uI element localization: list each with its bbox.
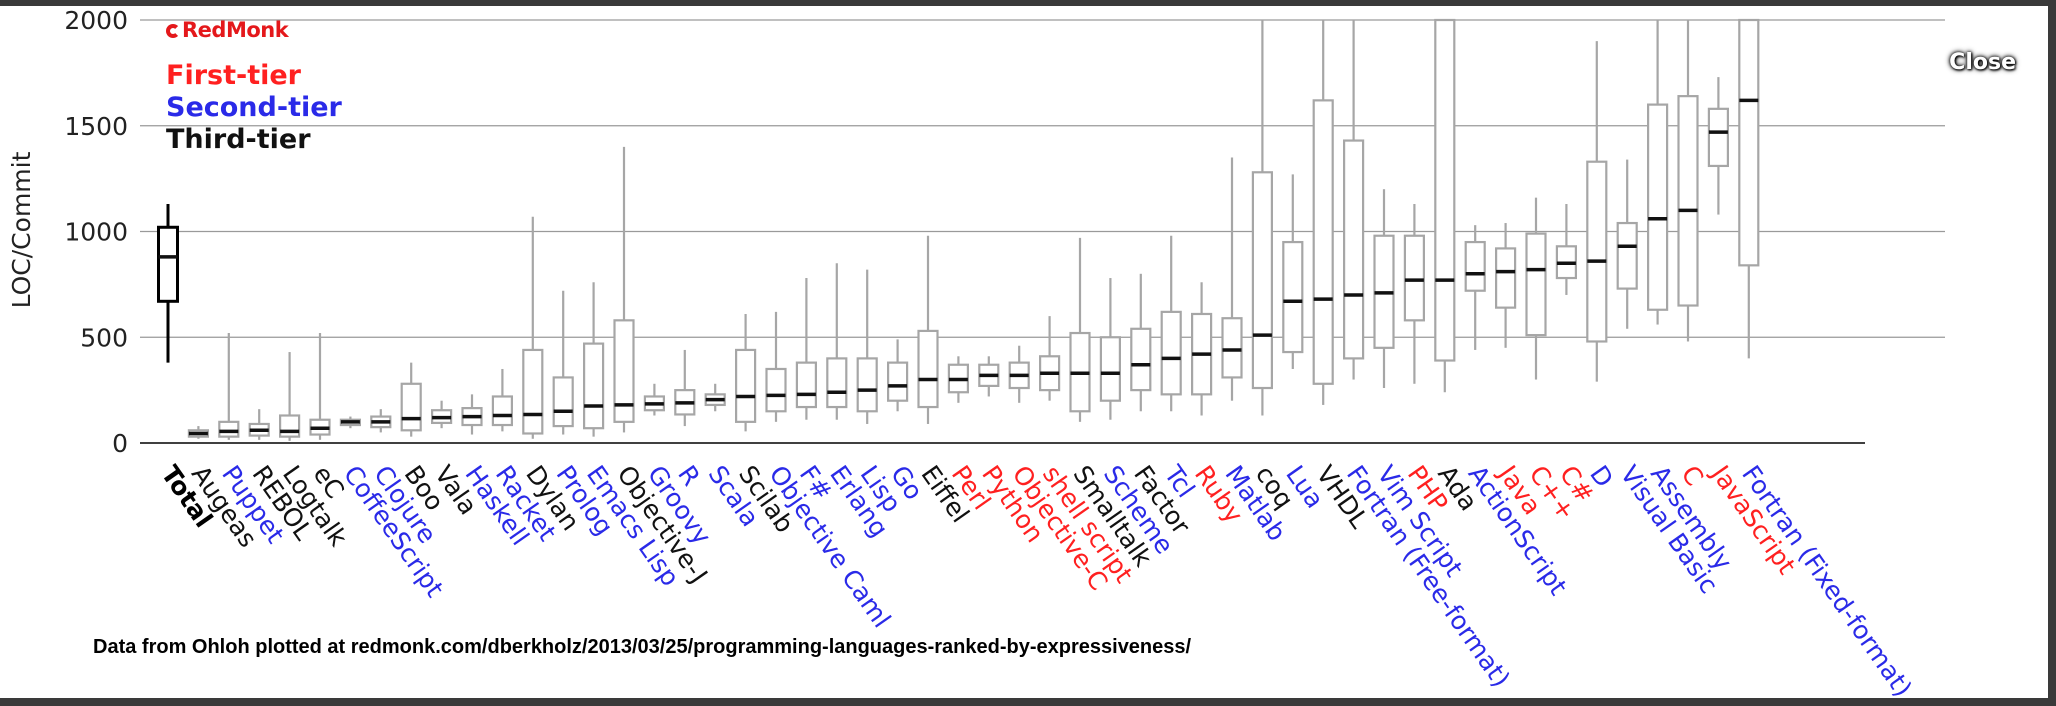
- y-tick-label: 2000: [64, 6, 128, 35]
- box: [522, 348, 544, 435]
- box: [1586, 160, 1608, 343]
- box: [1616, 221, 1638, 290]
- box: [1221, 317, 1243, 379]
- y-tick-label: 1500: [64, 112, 128, 141]
- box: [1738, 18, 1760, 267]
- box: [1160, 310, 1182, 396]
- box: [582, 342, 605, 430]
- box: [1282, 240, 1304, 354]
- box: [795, 361, 818, 409]
- x-tick-label: Fortran (Fixed-format): [1736, 460, 1917, 702]
- box: [613, 319, 635, 423]
- box: [1403, 234, 1426, 322]
- box: [491, 395, 513, 427]
- box: [917, 329, 939, 409]
- y-tick-label: 0: [112, 429, 128, 458]
- y-axis-label: LOC/Commit: [7, 151, 36, 308]
- box: [1525, 232, 1547, 337]
- box: [1707, 107, 1730, 168]
- box: [218, 420, 240, 438]
- redmonk-logo-mark: [166, 24, 180, 38]
- box: [1677, 95, 1699, 307]
- overlay-right-edge: [2048, 0, 2056, 706]
- box: [1464, 240, 1486, 292]
- box: [1312, 99, 1334, 385]
- box: [1099, 336, 1122, 402]
- y-tick-label: 500: [80, 323, 128, 352]
- box: [400, 382, 422, 432]
- legend-first-tier: First-tier: [166, 60, 301, 91]
- y-tick-label: 1000: [64, 218, 128, 247]
- box: [1434, 18, 1456, 362]
- close-button[interactable]: Close: [1949, 50, 2016, 75]
- box: [886, 361, 909, 402]
- overlay-bottom-edge: [0, 698, 2056, 706]
- redmonk-logo: RedMonk: [166, 18, 289, 42]
- legend-second-tier: Second-tier: [166, 92, 342, 123]
- box: [734, 348, 757, 423]
- overlay-top-edge: [0, 0, 2056, 6]
- box: [1342, 139, 1365, 360]
- box: [765, 367, 787, 413]
- box: [1251, 171, 1274, 390]
- box: [1130, 327, 1152, 392]
- box: [856, 357, 878, 413]
- box: [826, 357, 848, 409]
- box: [1494, 247, 1517, 309]
- box: [157, 225, 179, 303]
- box: [552, 376, 574, 428]
- box: [279, 414, 301, 438]
- legend-third-tier: Third-tier: [166, 124, 311, 155]
- data-source-credit: Data from Ohloh plotted at redmonk.com/d…: [93, 636, 1192, 658]
- box: [1646, 103, 1669, 311]
- redmonk-logo-text: RedMonk: [182, 18, 289, 42]
